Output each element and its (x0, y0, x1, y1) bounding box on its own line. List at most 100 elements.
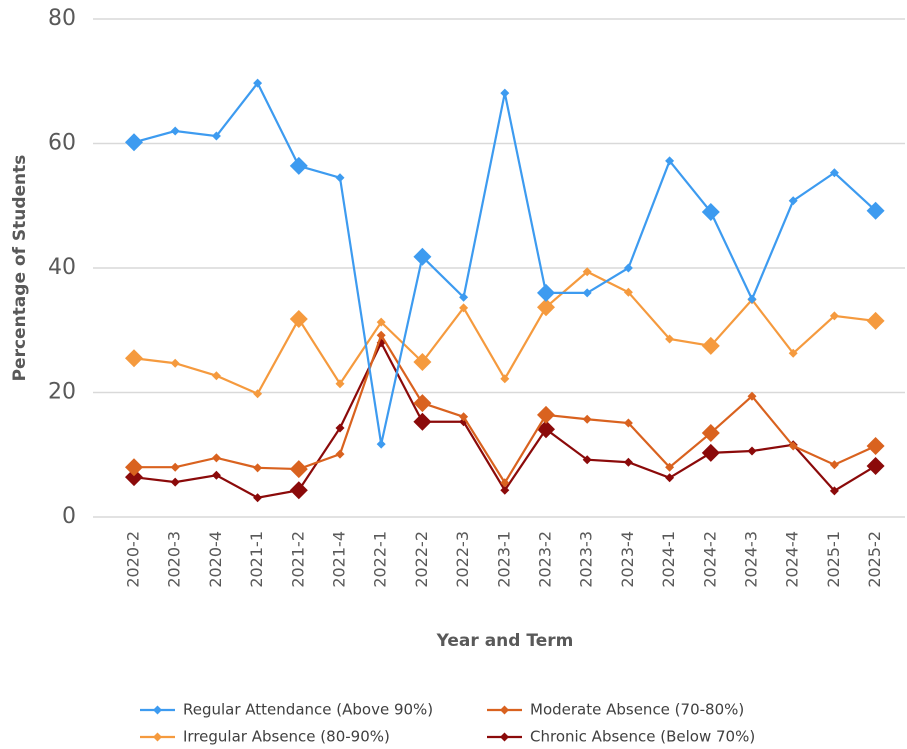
x-tick-label: 2024-2 (700, 531, 719, 588)
legend-label: Irregular Absence (80-90%) (183, 728, 390, 746)
data-point (376, 330, 386, 340)
series-line (133, 340, 877, 499)
data-point (665, 156, 675, 166)
x-tick-label: 2023-3 (577, 531, 596, 588)
data-point (866, 437, 885, 456)
data-point (376, 317, 386, 327)
data-point (289, 310, 308, 329)
data-point (170, 477, 180, 487)
data-point (829, 460, 839, 470)
data-point (623, 287, 633, 297)
data-point (459, 292, 469, 302)
data-point (701, 336, 720, 355)
x-tick-label: 2020-2 (124, 531, 143, 588)
data-point (335, 423, 345, 433)
series-line (134, 332, 877, 485)
x-tick-label: 2024-4 (783, 531, 802, 588)
x-tick-label: 2021-4 (330, 531, 349, 588)
data-point (125, 458, 143, 477)
data-point (623, 418, 633, 428)
data-point (413, 394, 432, 413)
x-tick-label: 2020-3 (165, 531, 184, 588)
data-point (582, 414, 592, 424)
legend-marker (500, 732, 509, 742)
y-tick-label: 60 (48, 131, 76, 156)
data-point (289, 460, 308, 479)
data-point (253, 463, 263, 473)
data-point (335, 173, 345, 183)
x-tick-label: 2021-1 (247, 531, 266, 588)
data-point (500, 374, 510, 384)
legend-label: Chronic Absence (Below 70%) (530, 728, 755, 746)
data-point (125, 349, 143, 368)
x-tick-label: 2023-4 (618, 531, 637, 588)
legend-marker (500, 705, 509, 715)
data-point (289, 481, 308, 500)
data-point (500, 478, 510, 488)
data-point (459, 412, 469, 422)
x-tick-label: 2022-2 (412, 531, 431, 588)
data-point (335, 379, 345, 389)
data-point (747, 446, 757, 456)
data-point (413, 412, 432, 431)
data-point (747, 294, 757, 304)
data-point (125, 468, 143, 487)
x-tick-label: 2024-3 (742, 531, 761, 588)
data-point (211, 131, 221, 141)
x-axis-title: Year and Term (436, 631, 574, 651)
data-point (537, 420, 555, 439)
data-point (170, 358, 180, 368)
x-tick-label: 2020-4 (206, 531, 225, 588)
data-point (253, 78, 263, 88)
data-point (253, 389, 263, 399)
legend-label: Regular Attendance (Above 90%) (183, 701, 433, 719)
data-point (537, 405, 555, 424)
data-point (211, 371, 221, 381)
series-line (133, 81, 877, 445)
data-point (582, 267, 592, 277)
legend-marker (153, 732, 162, 742)
data-point (866, 311, 885, 330)
data-point (788, 441, 798, 451)
data-point (623, 263, 633, 273)
data-point (701, 443, 720, 462)
x-tick-label: 2023-2 (536, 531, 555, 588)
data-point (500, 88, 510, 98)
data-point (582, 288, 592, 298)
legend-marker (153, 705, 162, 715)
data-point (125, 133, 143, 152)
x-tick-label: 2024-1 (659, 531, 678, 588)
y-tick-label: 80 (48, 6, 76, 31)
data-point (170, 126, 180, 136)
data-point (701, 202, 720, 221)
data-point (253, 493, 263, 503)
data-point (335, 449, 345, 459)
data-point (623, 457, 633, 467)
data-point (747, 391, 757, 401)
data-point (500, 485, 510, 495)
data-point (537, 298, 555, 317)
x-tick-label: 2022-1 (371, 531, 390, 588)
data-point (866, 456, 885, 475)
legend-label: Moderate Absence (70-80%) (530, 701, 744, 719)
data-point (582, 455, 592, 465)
x-tick-label: 2023-1 (494, 531, 513, 588)
x-tick-label: 2025-2 (865, 531, 884, 588)
data-point (376, 439, 386, 449)
y-tick-label: 40 (48, 255, 76, 280)
data-point (665, 334, 675, 344)
data-point (211, 470, 221, 480)
data-point (537, 283, 555, 302)
data-point (665, 473, 675, 483)
y-tick-label: 20 (48, 380, 76, 405)
data-point (866, 201, 885, 220)
data-point (413, 352, 432, 371)
data-point (211, 453, 221, 463)
data-point (170, 462, 180, 472)
x-tick-label: 2022-3 (453, 531, 472, 588)
data-point (829, 168, 839, 178)
data-point (701, 423, 720, 442)
data-point (788, 196, 798, 206)
data-point (665, 462, 675, 472)
